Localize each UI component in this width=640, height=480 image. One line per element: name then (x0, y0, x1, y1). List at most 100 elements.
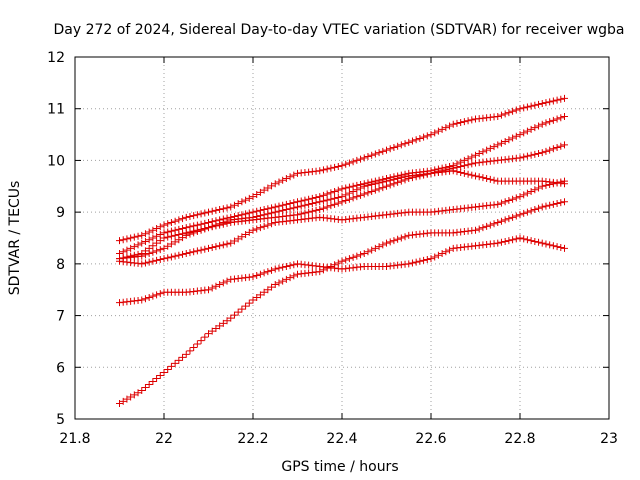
data-point (193, 228, 201, 236)
data-point (349, 187, 357, 195)
data-point (561, 112, 568, 120)
data-point (442, 166, 450, 174)
data-point (483, 222, 491, 230)
data-point (357, 155, 365, 163)
data-point (394, 235, 402, 243)
data-point (171, 231, 179, 239)
data-point (253, 190, 261, 198)
data-point (535, 100, 543, 108)
data-point (538, 100, 546, 108)
data-point (401, 233, 409, 241)
data-point (412, 136, 420, 144)
data-point (512, 235, 520, 243)
data-point (386, 181, 394, 189)
data-point (208, 243, 216, 251)
data-point (397, 177, 405, 185)
data-point (364, 153, 372, 161)
data-point (334, 259, 342, 267)
data-point (153, 256, 161, 264)
data-point (538, 120, 546, 128)
data-point (379, 184, 387, 192)
data-point (412, 173, 420, 181)
data-point (431, 253, 439, 261)
data-point (223, 277, 231, 285)
chart-title: Day 272 of 2024, Sidereal Day-to-day VTE… (53, 22, 624, 38)
data-point (167, 240, 175, 248)
data-point (316, 167, 324, 175)
data-point (160, 244, 168, 252)
data-point (264, 268, 272, 276)
data-point (427, 255, 435, 263)
data-point (364, 189, 372, 197)
data-point (546, 181, 554, 189)
data-point (401, 140, 409, 148)
data-point (219, 319, 227, 327)
data-point (167, 218, 175, 226)
data-point (319, 197, 327, 205)
data-point (160, 255, 168, 263)
data-point (149, 234, 157, 242)
data-point (549, 180, 557, 188)
data-point (523, 189, 531, 197)
data-point (190, 212, 198, 220)
data-point (249, 193, 257, 201)
data-point (256, 291, 264, 299)
data-point (201, 333, 209, 341)
data-point (279, 277, 287, 285)
data-point (290, 272, 298, 280)
data-point (494, 239, 502, 247)
data-point (538, 239, 546, 247)
data-point (535, 238, 543, 246)
data-point (190, 343, 198, 351)
data-point (505, 109, 513, 117)
data-point (405, 260, 413, 268)
data-point (149, 257, 157, 265)
data-point (520, 191, 528, 199)
data-point (523, 152, 531, 160)
data-point (390, 180, 398, 188)
data-point (171, 238, 179, 246)
data-point (464, 155, 472, 163)
data-point (186, 212, 194, 220)
data-point (464, 170, 472, 178)
data-point (290, 204, 298, 212)
data-point (249, 226, 257, 234)
data-point (446, 122, 454, 130)
data-point (256, 270, 264, 278)
data-point (193, 211, 201, 219)
x-tick-label: 22.6 (415, 431, 446, 447)
data-point (219, 205, 227, 213)
data-point (416, 134, 424, 142)
plot-frame (74, 56, 610, 420)
data-point (371, 180, 379, 188)
data-point (527, 187, 535, 195)
data-point (297, 202, 305, 210)
data-point (153, 247, 161, 255)
data-point (353, 186, 361, 194)
data-point (468, 171, 476, 179)
data-point (312, 206, 320, 214)
data-point (327, 195, 335, 203)
data-point (141, 384, 149, 392)
y-axis-label: SDTVAR / TECUs (7, 181, 23, 296)
data-point (423, 170, 431, 178)
data-point (227, 239, 235, 247)
data-point (420, 171, 428, 179)
data-point (179, 234, 187, 242)
data-point (156, 246, 164, 254)
data-point (223, 204, 231, 212)
data-point (390, 144, 398, 151)
data-point (286, 173, 294, 181)
data-point (561, 198, 568, 206)
data-point (312, 199, 320, 207)
y-tick-label: 10 (47, 153, 65, 169)
data-point (153, 225, 161, 233)
data-point (138, 231, 146, 239)
data-point (349, 194, 357, 202)
data-point (345, 159, 353, 167)
data-point (212, 243, 220, 251)
data-point (542, 99, 550, 107)
data-point (549, 200, 557, 208)
data-point (160, 221, 168, 229)
data-point (342, 197, 350, 205)
